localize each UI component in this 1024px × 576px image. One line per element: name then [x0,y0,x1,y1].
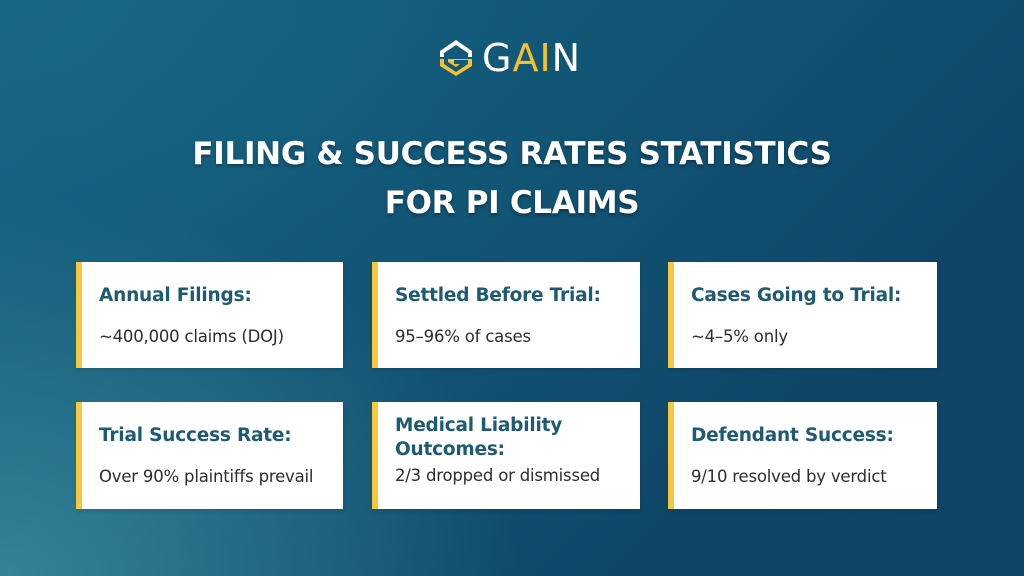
stat-card-defendant-success: Defendant Success: 9/10 resolved by verd… [668,402,937,509]
stat-card-cases-going-to-trial: Cases Going to Trial: ~4–5% only [668,262,937,368]
logo-letter-a: A [512,36,540,80]
stat-card-heading: Annual Filings: [99,285,252,306]
logo-letter-g: G [482,36,513,80]
stat-card-heading: Trial Success Rate: [99,425,292,446]
stat-card-value: Over 90% plaintiffs prevail [99,467,314,486]
stat-card-value: ~400,000 claims (DOJ) [99,327,284,346]
stat-card-heading: Defendant Success: [691,425,894,446]
stat-card-value: 95–96% of cases [395,327,531,346]
stat-card-value: ~4–5% only [691,327,788,346]
stat-card-trial-success-rate: Trial Success Rate: Over 90% plaintiffs … [76,402,343,509]
page-title: FILING & SUCCESS RATES STATISTICS FOR PI… [0,130,1024,228]
logo-letter-n: N [551,36,582,80]
page-title-line-1: FILING & SUCCESS RATES STATISTICS [192,136,832,172]
stat-card-heading: Settled Before Trial: [395,285,601,306]
stat-card-medical-liability-outcomes: Medical Liability Outcomes: 2/3 dropped … [372,402,640,509]
stat-card-annual-filings: Annual Filings: ~400,000 claims (DOJ) [76,262,343,368]
stat-card-value: 9/10 resolved by verdict [691,467,887,486]
logo-letter-i: I [539,36,552,80]
brand-name: G A I N [482,38,581,78]
stat-card-value: 2/3 dropped or dismissed [395,466,601,485]
stat-card-settled-before-trial: Settled Before Trial: 95–96% of cases [372,262,640,368]
page-title-line-2: FOR PI CLAIMS [384,185,640,221]
stat-card-heading: Cases Going to Trial: [691,285,902,306]
stat-card-heading: Medical Liability Outcomes: [395,415,563,460]
gain-logo: G A I N [436,38,581,78]
gain-chevron-logo-icon [440,40,472,76]
